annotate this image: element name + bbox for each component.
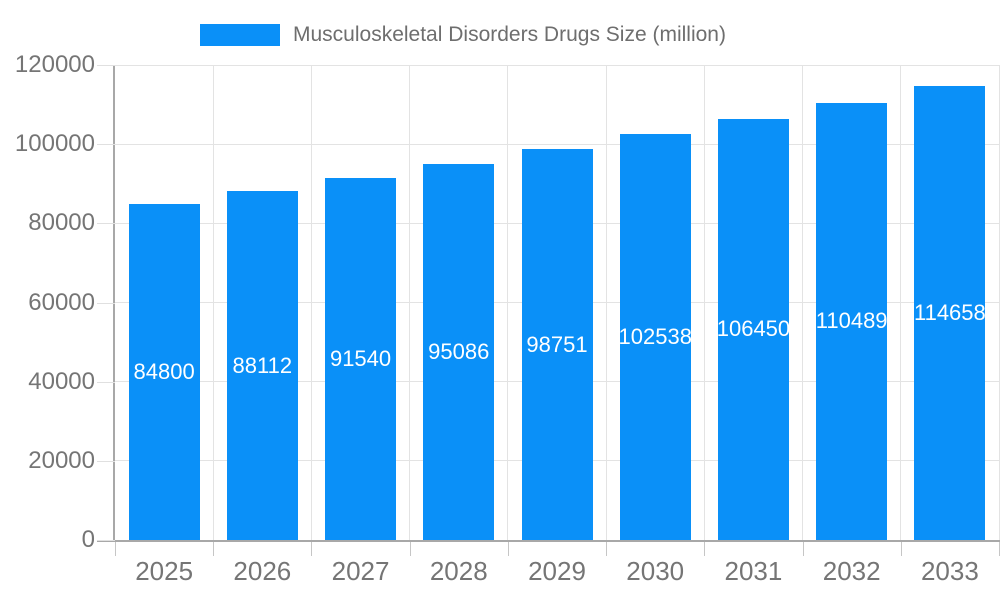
- bar-value-label: 88112: [232, 352, 293, 378]
- x-tick-mark: [900, 542, 902, 556]
- bar-2033[interactable]: 114658: [913, 86, 986, 540]
- y-tick-mark: [97, 460, 115, 462]
- legend-swatch: [200, 24, 280, 46]
- y-axis-line: [113, 65, 115, 542]
- y-axis-tick-label: 80000: [28, 209, 95, 237]
- y-axis-tick-label: 0: [81, 526, 95, 553]
- bar-2030[interactable]: 102538: [618, 134, 692, 540]
- bar-2025[interactable]: 84800: [128, 204, 200, 540]
- bar-2027[interactable]: 91540: [325, 177, 397, 540]
- v-gridline: [409, 65, 411, 540]
- bar-2031[interactable]: 106450: [716, 118, 791, 540]
- x-tick-mark: [115, 542, 116, 556]
- y-axis-tick-label: 100000: [14, 130, 95, 158]
- v-gridline: [212, 65, 214, 540]
- bar-2026[interactable]: 88112: [226, 191, 298, 540]
- y-tick-mark: [97, 223, 115, 225]
- bar-value-label: 114658: [913, 300, 986, 326]
- x-axis-category-label: 2027: [331, 556, 390, 586]
- bar-value-label: 84800: [133, 359, 195, 385]
- v-gridline: [998, 65, 1000, 540]
- h-gridline: [115, 143, 999, 145]
- x-tick-mark: [507, 542, 509, 556]
- v-gridline: [507, 65, 509, 540]
- bar-value-label: 102538: [618, 324, 692, 350]
- bar-2029[interactable]: 98751: [521, 149, 593, 540]
- y-tick-mark: [97, 540, 115, 541]
- bar-value-label: 95086: [428, 338, 490, 364]
- plot-area: 84800 88112 91540 95086 98751 102538 106450 110…: [115, 64, 1000, 540]
- x-axis-category-label: 2032: [822, 556, 881, 586]
- x-axis-category-label: 2028: [429, 556, 488, 586]
- bar-2032[interactable]: 110489: [815, 102, 888, 540]
- bar-value-label: 98751: [526, 331, 588, 357]
- x-axis-category-label: 2030: [626, 556, 685, 586]
- x-tick-mark: [802, 542, 804, 556]
- bar-value-label: 106450: [716, 316, 791, 342]
- y-tick-mark: [97, 144, 115, 146]
- v-gridline: [900, 65, 902, 540]
- y-axis-tick-label: 60000: [28, 288, 95, 316]
- y-tick-mark: [97, 302, 115, 304]
- y-axis-tick-label: 20000: [28, 446, 95, 474]
- x-tick-mark: [704, 542, 706, 556]
- x-axis-category-label: 2026: [233, 556, 292, 586]
- v-gridline: [605, 65, 607, 540]
- legend-label: Musculoskeletal Disorders Drugs Size (mi…: [293, 23, 726, 46]
- bar-value-label: 91540: [329, 345, 392, 371]
- y-axis-tick-label: 40000: [28, 367, 95, 395]
- h-gridline: [115, 64, 999, 66]
- x-axis-line: [97, 540, 1000, 542]
- bar-value-label: 110489: [815, 308, 888, 334]
- bar-2028[interactable]: 95086: [423, 163, 495, 540]
- x-axis-category-label: 2029: [528, 556, 586, 586]
- x-tick-mark: [213, 542, 215, 556]
- x-tick-mark: [311, 542, 313, 556]
- x-tick-mark: [606, 542, 608, 556]
- v-gridline: [703, 65, 705, 540]
- x-axis-category-label: 2033: [920, 556, 979, 586]
- y-tick-mark: [97, 65, 115, 66]
- y-axis-tick-label: 120000: [14, 51, 95, 78]
- x-axis-category-label: 2031: [724, 556, 783, 586]
- v-gridline: [802, 65, 804, 540]
- y-tick-mark: [97, 381, 115, 383]
- v-gridline: [310, 65, 312, 540]
- legend-item[interactable]: Musculoskeletal Disorders Drugs Size (mi…: [200, 23, 726, 47]
- x-tick-mark: [409, 542, 411, 556]
- x-axis-category-label: 2025: [135, 556, 194, 586]
